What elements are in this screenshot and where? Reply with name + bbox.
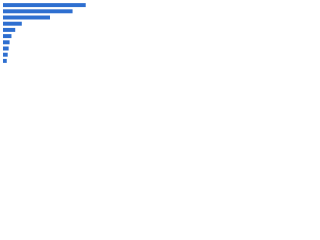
bar — [3, 34, 12, 39]
bar — [3, 3, 86, 8]
bar — [3, 9, 73, 14]
bar — [3, 40, 10, 45]
bar — [3, 46, 9, 51]
bar — [3, 27, 16, 32]
bar — [3, 52, 8, 57]
bar — [3, 15, 50, 20]
bar — [3, 21, 22, 26]
bar — [3, 58, 7, 63]
page: {"chart_data": {"type": "bar", "orientat… — [0, 0, 100, 71]
chart — [3, 3, 86, 63]
